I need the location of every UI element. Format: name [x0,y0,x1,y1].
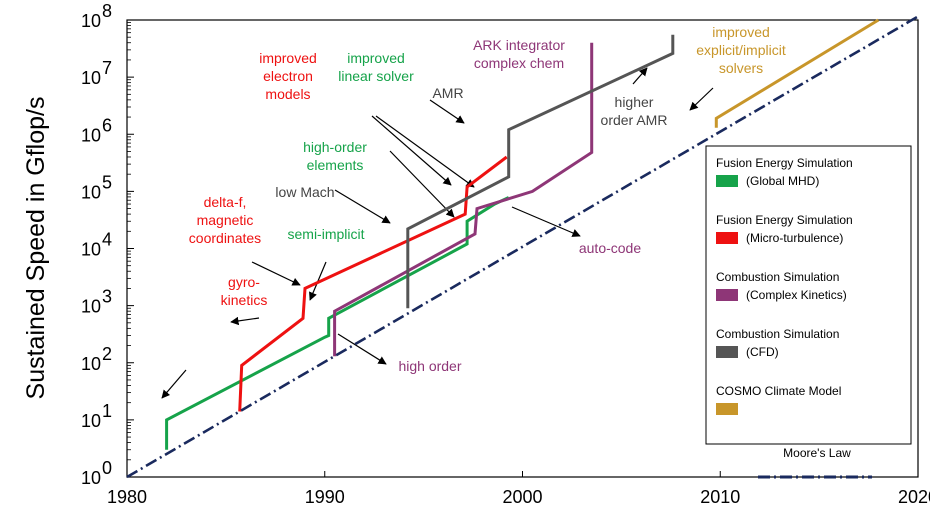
y-tick-exponent: 6 [102,115,112,135]
legend-swatch [716,175,738,187]
annotation-label: higher order AMR [601,94,668,128]
annotation-arrow [511,206,581,237]
y-tick-exponent: 2 [102,344,112,364]
annotation-arrow [337,333,387,365]
y-tick-exponent: 7 [102,58,112,78]
y-tick-exponent: 0 [102,458,112,478]
legend-swatch [716,346,738,358]
legend-entry-label: COSMO Climate Model [716,384,841,398]
y-tick-label: 10 [81,297,101,317]
y-tick-label: 10 [81,68,101,88]
series-line-5 [126,15,919,479]
legend-entry-label: Moore's Law [783,446,851,460]
series-layer [126,15,919,479]
y-tick-label: 10 [81,240,101,260]
legend-layer: Fusion Energy Simulation (Global MHD) Fusi… [705,145,912,479]
y-tick-exponent: 3 [102,287,112,307]
series-line-4 [714,18,880,128]
annotation-arrow [429,99,465,124]
y-tick-label: 10 [81,11,101,31]
legend-entry-label: Fusion Energy Simulation [716,213,853,227]
series-line-3 [406,34,675,309]
legend-entry-label: Fusion Energy Simulation [716,156,853,170]
annotation-arrow [375,115,475,188]
y-tick-exponent: 5 [102,172,112,192]
legend-entry-sublabel: (Global MHD) [746,174,819,188]
annotation-label: improved electron models [259,50,317,102]
x-tick-label: 2010 [700,487,740,507]
y-tick-exponent: 4 [102,230,112,250]
series-line-2 [333,42,594,357]
y-tick-exponent: 8 [102,1,112,21]
annotation-arrow [689,87,714,111]
plot-frame-layer [126,19,919,478]
legend-entry-sublabel: (Complex Kinetics) [746,288,847,302]
annotation-arrows-layer [161,67,714,399]
annotation-arrow [334,189,391,224]
legend-swatch [716,289,738,301]
x-tick-label: 1980 [107,487,147,507]
legend-swatch [716,403,738,415]
annotation-label: ARK integrator complex chem [473,37,565,71]
legend-box [705,145,912,445]
annotation-arrow [230,316,260,326]
annotation-label: high-order elements [303,139,367,173]
series-line-1 [238,155,508,412]
y-tick-exponent: 1 [102,401,112,421]
annotation-arrow [632,67,648,85]
annotation-label: improved linear solver [338,50,414,84]
annotations-layer: improved electron models improved linear sol… [189,24,786,374]
annotation-arrow [251,261,301,286]
x-tick-label: 1990 [305,487,345,507]
legend-swatch [716,232,738,244]
annotation-label: improved explicit/implicit solvers [696,24,786,76]
annotation-label: AMR [432,85,463,101]
annotation-label: gyro-kinetics [221,274,268,308]
series-line-0 [165,196,510,450]
x-tick-label: 2020 [898,487,930,507]
y-axis-label: Sustained Speed in Gflop/s [22,97,50,400]
tick-labels-layer: 1980199020002010202010010110210310410510… [81,1,930,507]
legend-entry-label: Combustion Simulation [716,270,839,284]
annotation-arrow [371,115,452,186]
annotation-arrow [161,369,187,399]
y-tick-label: 10 [81,354,101,374]
annotation-label: low Mach [275,184,334,200]
annotation-label: semi-implicit [288,226,365,242]
legend-entry-sublabel: (CFD) [746,345,779,359]
annotation-label: delta-f, magnetic coordinates [189,194,261,246]
y-tick-label: 10 [81,468,101,488]
annotation-arrow [389,150,455,218]
y-tick-label: 10 [81,182,101,202]
annotation-label: high order [398,358,461,374]
x-tick-label: 2000 [502,487,542,507]
legend-entry-sublabel: (Micro-turbulence) [746,231,843,245]
annotation-label: auto-code [579,240,641,256]
y-tick-label: 10 [81,411,101,431]
y-tick-label: 10 [81,125,101,145]
legend-entry-label: Combustion Simulation [716,327,839,341]
